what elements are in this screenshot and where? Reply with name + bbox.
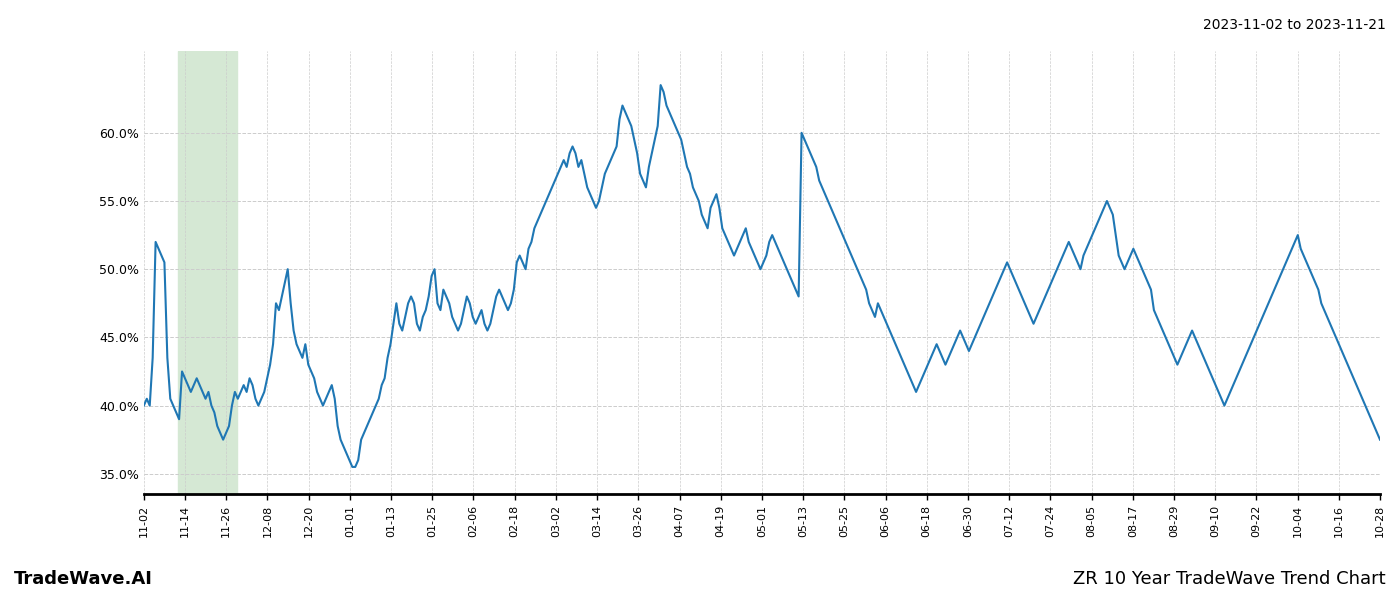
Bar	[178, 51, 237, 494]
Text: TradeWave.AI: TradeWave.AI	[14, 570, 153, 588]
Text: ZR 10 Year TradeWave Trend Chart: ZR 10 Year TradeWave Trend Chart	[1074, 570, 1386, 588]
Text: 2023-11-02 to 2023-11-21: 2023-11-02 to 2023-11-21	[1203, 18, 1386, 32]
